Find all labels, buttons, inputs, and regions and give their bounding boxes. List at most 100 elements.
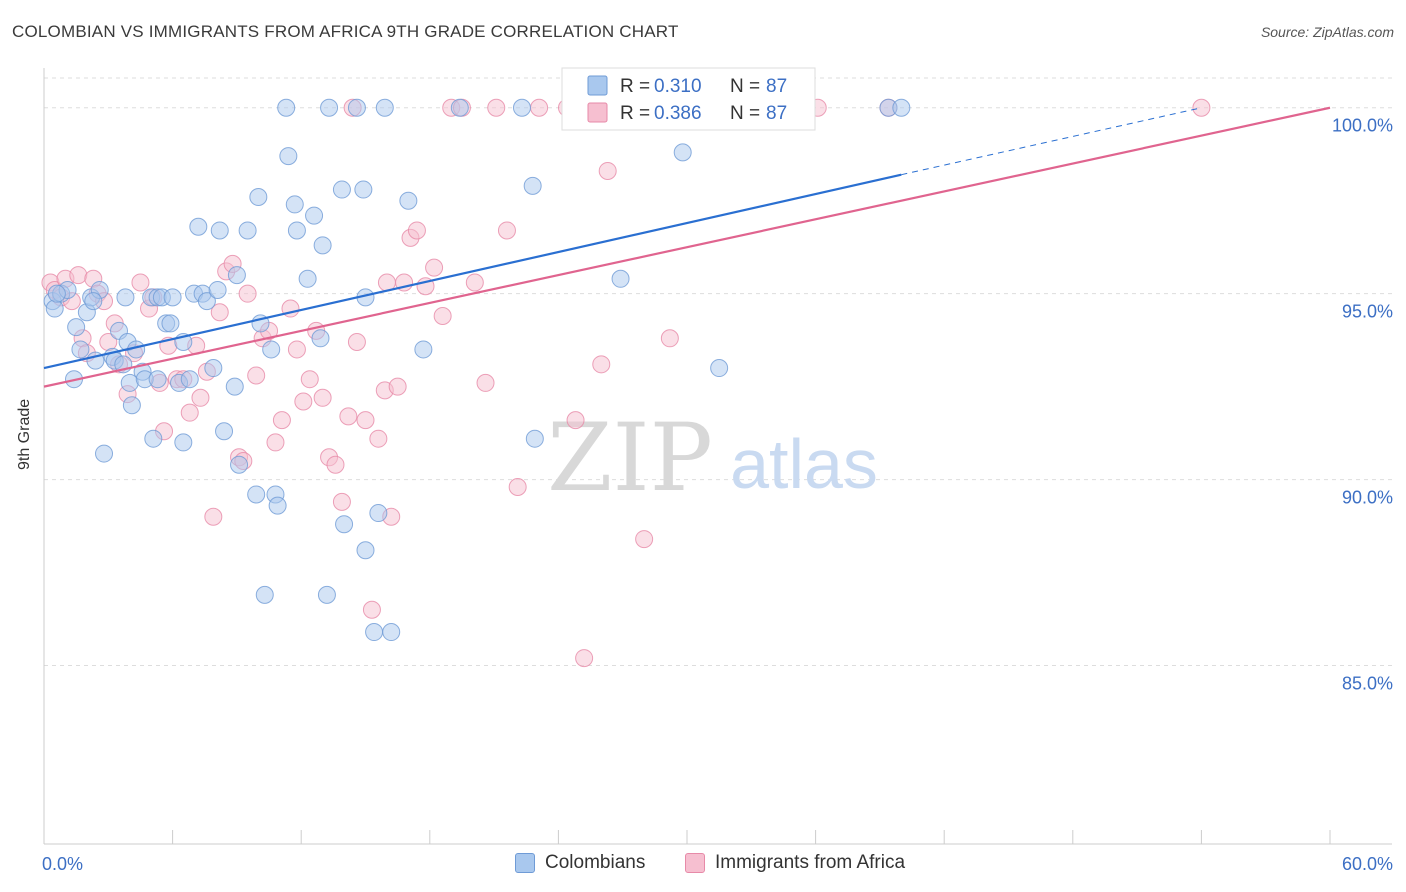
series-colombians-points xyxy=(43,98,911,642)
stats-n-value: 87 xyxy=(766,103,787,124)
data-point xyxy=(313,236,332,255)
data-point xyxy=(268,496,287,515)
data-point xyxy=(425,258,444,277)
data-point xyxy=(204,359,223,378)
data-point xyxy=(332,492,351,511)
data-point xyxy=(208,280,227,299)
data-point xyxy=(414,340,433,359)
stats-r-value: 0.386 xyxy=(654,103,702,124)
data-point xyxy=(84,292,103,311)
stats-swatch-pink xyxy=(587,102,608,123)
data-point xyxy=(598,161,617,180)
chart-title: COLOMBIAN VS IMMIGRANTS FROM AFRICA 9TH … xyxy=(12,22,679,41)
stats-n-value: 87 xyxy=(766,76,787,97)
data-point xyxy=(67,318,86,337)
data-point xyxy=(399,191,418,210)
x-tick-label: 60.0% xyxy=(1342,854,1393,874)
data-point xyxy=(450,98,469,117)
data-point xyxy=(285,195,304,214)
data-point xyxy=(122,396,141,415)
data-point xyxy=(362,600,381,619)
axes xyxy=(43,68,1392,845)
data-point xyxy=(354,180,373,199)
data-point xyxy=(230,455,249,474)
data-point xyxy=(313,388,332,407)
data-point xyxy=(347,98,366,117)
data-point xyxy=(892,98,911,117)
data-point xyxy=(347,333,366,352)
data-point xyxy=(326,455,345,474)
data-point xyxy=(163,288,182,307)
data-point xyxy=(95,444,114,463)
data-point xyxy=(635,530,654,549)
data-point xyxy=(388,377,407,396)
source-label: Source: ZipAtlas.com xyxy=(1260,24,1394,40)
legend-swatch-blue xyxy=(515,853,535,873)
data-point xyxy=(210,303,229,322)
data-point xyxy=(294,392,313,411)
data-point xyxy=(673,143,692,162)
data-point xyxy=(375,98,394,117)
data-point xyxy=(710,359,729,378)
data-point xyxy=(148,370,167,389)
data-point xyxy=(225,377,244,396)
series-africa-points xyxy=(41,98,1211,668)
data-point xyxy=(180,403,199,422)
data-point xyxy=(215,422,234,441)
legend-item-colombians[interactable]: Colombians xyxy=(515,852,645,874)
data-point xyxy=(204,507,223,526)
data-point xyxy=(197,292,216,311)
data-point xyxy=(272,411,291,430)
stats-swatch-blue xyxy=(587,75,608,96)
data-point xyxy=(238,221,257,240)
stats-n-label: N = xyxy=(730,103,760,124)
data-point xyxy=(116,288,135,307)
stats-legend-box: R = 0.310 N = 87 R = 0.386 N = 87 xyxy=(561,67,816,131)
legend-item-africa[interactable]: Immigrants from Africa xyxy=(685,852,905,874)
data-point xyxy=(487,98,506,117)
trendline-africa xyxy=(43,106,1331,388)
watermark-atlas: atlas xyxy=(730,425,878,503)
data-point xyxy=(365,623,384,642)
data-point xyxy=(433,306,452,325)
data-point xyxy=(566,411,585,430)
trendlines xyxy=(43,106,1331,388)
data-point xyxy=(525,429,544,448)
data-point xyxy=(287,340,306,359)
legend-label: Colombians xyxy=(545,852,646,873)
data-point xyxy=(266,433,285,452)
data-point xyxy=(189,217,208,236)
data-point xyxy=(161,314,180,333)
tick-labels: 85.0% 90.0% 95.0% 100.0% 0.0% 60.0% xyxy=(42,116,1393,874)
data-point xyxy=(512,98,531,117)
data-point xyxy=(356,411,375,430)
data-point xyxy=(277,98,296,117)
data-point xyxy=(47,284,66,303)
data-point xyxy=(465,273,484,292)
data-point xyxy=(180,370,199,389)
stats-r-label: R = xyxy=(620,76,650,97)
data-point xyxy=(407,221,426,240)
data-point xyxy=(1192,98,1211,117)
trendline-colombians-extension xyxy=(901,107,1202,176)
data-point xyxy=(660,329,679,348)
data-point xyxy=(249,187,268,206)
data-point xyxy=(320,98,339,117)
data-point xyxy=(508,478,527,497)
data-point xyxy=(298,269,317,288)
y-tick-label: 100.0% xyxy=(1332,116,1393,136)
data-point xyxy=(191,388,210,407)
data-point xyxy=(382,623,401,642)
data-point xyxy=(339,407,358,426)
x-tick-label: 0.0% xyxy=(42,854,83,874)
data-point xyxy=(305,206,324,225)
data-point xyxy=(332,180,351,199)
data-point xyxy=(530,98,549,117)
data-point xyxy=(523,176,542,195)
data-point xyxy=(300,370,319,389)
y-tick-label: 95.0% xyxy=(1342,302,1393,322)
trendline-colombians xyxy=(43,173,902,370)
data-point xyxy=(144,429,163,448)
data-point xyxy=(247,366,266,385)
